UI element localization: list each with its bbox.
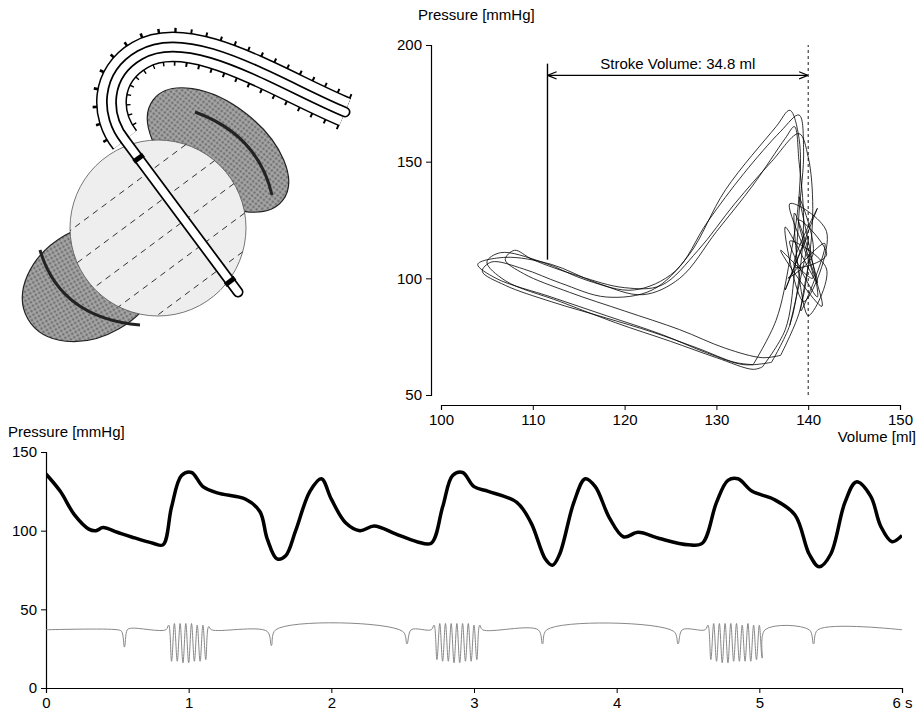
x-axis-tick: 100 — [429, 405, 454, 428]
y-axis-tick-mark — [41, 531, 46, 532]
x-axis-tick: 150 — [888, 405, 913, 428]
x-axis-tick-mark — [902, 688, 903, 693]
x-axis-tick-mark — [331, 688, 332, 693]
y-axis-tick-mark — [41, 688, 46, 689]
x-axis-tick-label: 6 s — [892, 694, 912, 711]
y-axis-title: Pressure [mmHg] — [418, 6, 535, 23]
x-axis-tick: 4 — [613, 688, 621, 711]
y-axis-tick: 50 — [405, 386, 431, 403]
reference-line — [547, 64, 548, 260]
x-axis-tick-label: 140 — [796, 411, 821, 428]
x-axis: 100 110 120 130 140 150 — [429, 405, 913, 428]
y-axis-tick-mark — [426, 45, 431, 46]
y-axis: 50 100 150 200 — [397, 36, 432, 403]
y-axis-tick-mark — [426, 395, 431, 396]
x-axis-line — [47, 689, 903, 694]
series-line — [781, 197, 828, 325]
y-axis-tick: 50 — [20, 601, 46, 618]
y-axis-tick: 200 — [397, 36, 431, 53]
x-axis-tick-label: 1 — [185, 694, 193, 711]
x-axis-tick-mark — [625, 405, 626, 410]
electrode — [134, 155, 144, 162]
series-line — [478, 127, 804, 365]
x-axis-tick-mark — [759, 688, 760, 693]
x-axis-tick-label: 120 — [613, 411, 638, 428]
segment-line — [156, 252, 242, 316]
catheter-diagram — [1, 47, 345, 366]
x-axis-tick-mark — [716, 405, 717, 410]
series-line — [487, 115, 804, 369]
x-axis-tick: 120 — [613, 405, 638, 428]
x-axis-tick: 1 — [185, 688, 193, 711]
annotation-text: Stroke Volume: 34.8 ml — [600, 55, 755, 72]
segment-line — [119, 213, 245, 307]
x-axis-tick-mark — [474, 688, 475, 693]
series-line — [505, 134, 813, 358]
x-axis-tick: 140 — [796, 405, 821, 428]
x-axis-tick: 0 — [42, 688, 50, 711]
y-axis-tick-mark — [426, 162, 431, 163]
x-axis-line — [442, 406, 901, 411]
plot-marks — [478, 45, 828, 395]
figure: 10011012013014015050100150200Stroke Volu… — [0, 0, 924, 723]
x-axis-tick: 110 — [521, 405, 545, 428]
y-axis-tick-mark — [41, 452, 46, 453]
electrode — [225, 278, 235, 285]
x-axis-tick-mark — [189, 688, 190, 693]
x-axis-tick-label: 5 — [756, 694, 764, 711]
annotation-arrow — [548, 75, 807, 76]
y-axis-line — [41, 453, 47, 689]
y-axis-tick: 150 — [12, 443, 46, 460]
y-axis-line — [426, 46, 432, 396]
x-axis-tick-label: 100 — [429, 411, 454, 428]
catheter-lumen — [111, 47, 345, 292]
x-axis-tick-mark — [900, 405, 901, 410]
y-axis-tick: 0 — [29, 679, 46, 696]
y-axis-title: Pressure [mmHg] — [8, 423, 125, 440]
x-axis-tick-mark — [808, 405, 809, 410]
y-axis-tick-mark — [426, 278, 431, 279]
x-axis-tick-label: 4 — [613, 694, 621, 711]
x-axis-tick: 2 — [328, 688, 336, 711]
x-axis: 0 1 2 3 4 5 6 s — [42, 688, 912, 711]
plot-marks — [46, 472, 902, 663]
y-axis: 0 50 100 150 — [12, 443, 47, 696]
y-axis-tick-label: 50 — [405, 386, 422, 403]
x-axis-tick-mark — [441, 405, 442, 410]
y-axis-tick-label: 100 — [12, 522, 37, 539]
y-axis-tick: 100 — [12, 522, 46, 539]
x-axis-tick: 6 s — [892, 688, 912, 711]
x-axis-tick-label: 130 — [704, 411, 729, 428]
x-axis-tick: 5 — [756, 688, 764, 711]
y-axis-tick-label: 150 — [12, 443, 37, 460]
y-axis-tick-label: 100 — [397, 270, 422, 287]
x-axis-title: Volume [ml] — [838, 428, 916, 445]
x-axis-tick-mark — [617, 688, 618, 693]
series-line — [482, 110, 800, 364]
x-axis-tick-label: 3 — [470, 694, 478, 711]
series-line — [46, 472, 902, 567]
segment-line — [70, 145, 186, 231]
y-axis-tick-label: 0 — [29, 679, 37, 696]
x-axis-tick-label: 2 — [328, 694, 336, 711]
y-axis-tick-label: 200 — [397, 36, 422, 53]
y-axis-tick: 100 — [397, 270, 431, 287]
x-axis-tick-mark — [533, 405, 534, 410]
x-axis-tick: 3 — [470, 688, 478, 711]
y-axis-tick: 150 — [397, 153, 431, 170]
y-axis-tick-label: 150 — [397, 153, 422, 170]
y-axis-tick-mark — [41, 609, 46, 610]
x-axis-tick-label: 150 — [888, 411, 913, 428]
x-axis-tick: 130 — [704, 405, 729, 428]
series-line — [46, 623, 902, 663]
x-axis-tick-label: 110 — [521, 411, 545, 428]
y-axis-tick-label: 50 — [20, 601, 37, 618]
x-axis-tick-label: 0 — [42, 694, 50, 711]
ventricle-cavity — [70, 140, 246, 316]
catheter — [111, 47, 345, 292]
